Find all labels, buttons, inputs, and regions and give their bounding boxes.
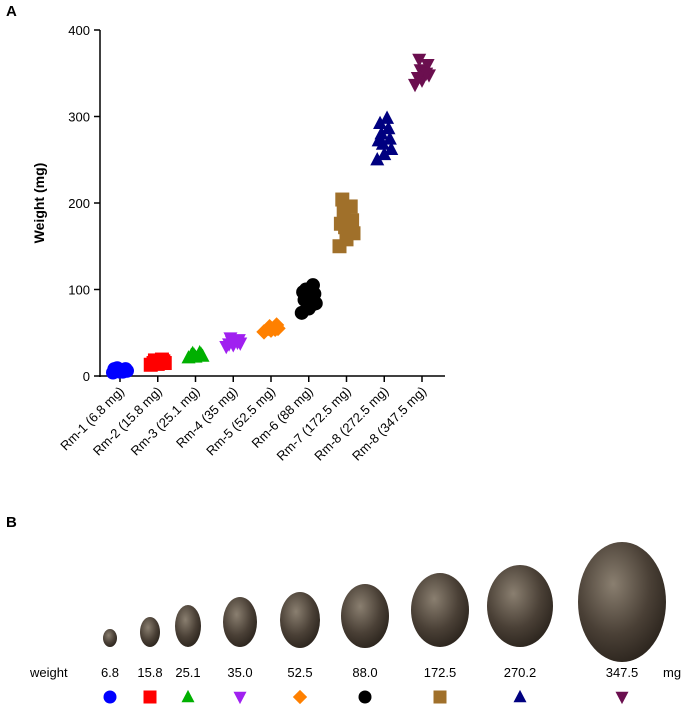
data-point xyxy=(222,338,237,352)
weight-label: 15.8 xyxy=(137,665,162,680)
data-point xyxy=(296,285,311,300)
weight-label: 52.5 xyxy=(287,665,312,680)
y-tick-label: 0 xyxy=(83,369,90,384)
data-point xyxy=(380,110,395,124)
data-point xyxy=(107,362,122,377)
legend-marker xyxy=(433,690,447,704)
data-point xyxy=(377,146,392,161)
data-point xyxy=(412,53,427,68)
data-point xyxy=(410,71,425,86)
y-axis-label: Weight (mg) xyxy=(31,163,47,244)
x-tick-label: Rm-1 (6.8 mg) xyxy=(57,384,127,454)
tick-photo xyxy=(578,542,666,662)
tick-photo xyxy=(487,565,553,647)
legend-marker xyxy=(358,690,372,704)
legend-marker xyxy=(143,690,157,704)
tick-photo xyxy=(103,629,117,647)
weight-label: 25.1 xyxy=(175,665,200,680)
tick-photo xyxy=(280,592,320,648)
legend-marker xyxy=(233,691,247,705)
panel-label: A xyxy=(6,3,17,20)
weight-label: 6.8 xyxy=(101,665,119,680)
data-point xyxy=(305,278,320,293)
row-label: weight xyxy=(29,665,68,680)
data-point xyxy=(381,120,396,135)
y-tick-label: 200 xyxy=(68,196,90,211)
data-point xyxy=(335,192,350,207)
unit-label: mg xyxy=(663,665,681,680)
data-point xyxy=(184,347,199,361)
data-point xyxy=(420,59,435,73)
weight-label: 35.0 xyxy=(227,665,252,680)
legend-marker xyxy=(292,689,308,705)
legend-marker xyxy=(513,689,527,703)
tick-photo xyxy=(140,617,160,647)
data-point xyxy=(153,355,168,370)
tick-photos xyxy=(103,542,666,662)
legend-marker xyxy=(181,689,195,703)
data-point xyxy=(304,298,319,313)
panel-label: B xyxy=(6,514,17,531)
weight-label: 88.0 xyxy=(352,665,377,680)
legend-marker xyxy=(103,690,117,704)
weight-label: 347.5 xyxy=(606,665,639,680)
tick-photo xyxy=(411,573,469,647)
legend-marker xyxy=(615,691,629,705)
data-point xyxy=(370,152,385,166)
data-point xyxy=(267,321,283,337)
data-point xyxy=(371,133,386,147)
weight-label: 172.5 xyxy=(424,665,457,680)
data-point xyxy=(413,64,428,78)
data-point xyxy=(419,67,434,81)
data-point xyxy=(192,344,207,359)
y-tick-label: 100 xyxy=(68,283,90,298)
data-point xyxy=(384,141,399,155)
data-point xyxy=(373,115,388,130)
tick-photo xyxy=(341,584,389,648)
data-point xyxy=(382,131,397,145)
tick-photo xyxy=(223,597,257,647)
y-tick-label: 300 xyxy=(68,110,90,125)
data-point xyxy=(333,216,348,231)
y-tick-label: 400 xyxy=(68,23,90,38)
tick-photo xyxy=(175,605,201,647)
weight-label: 270.2 xyxy=(504,665,537,680)
